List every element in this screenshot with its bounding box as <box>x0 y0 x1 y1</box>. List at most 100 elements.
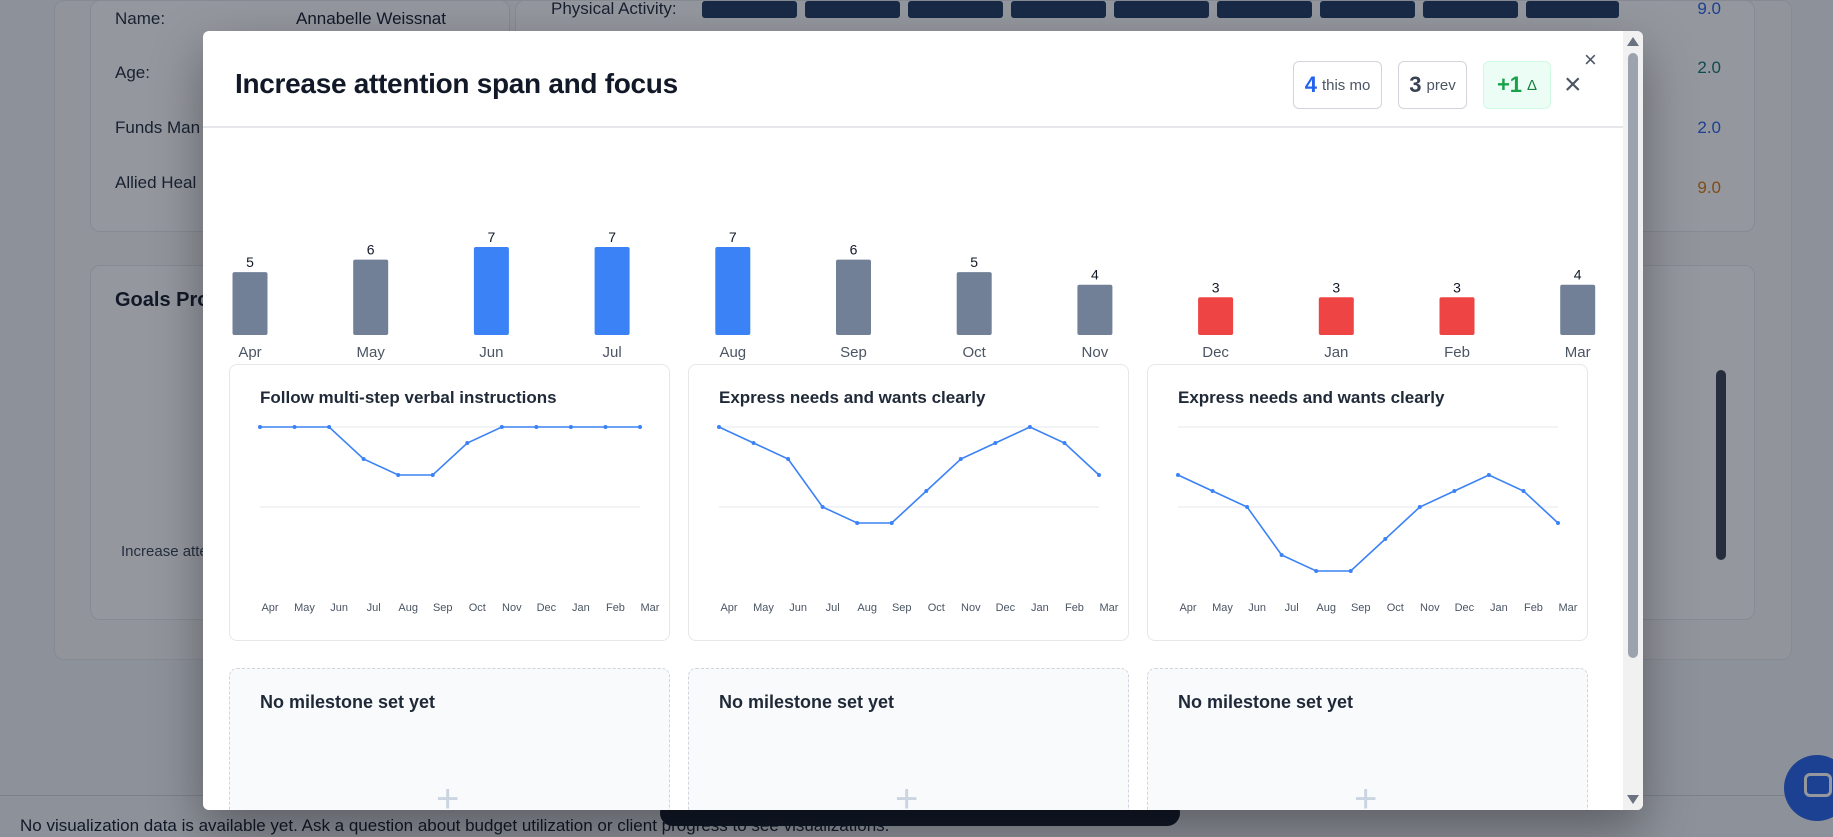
tick-label: Mar <box>641 602 660 614</box>
tick-label: Jan <box>572 602 590 614</box>
data-point <box>751 441 756 445</box>
stat-current-value: 4 <box>1304 72 1317 97</box>
milestone-card[interactable]: No milestone set yet + <box>1147 668 1588 810</box>
data-point <box>430 473 435 477</box>
bar-category-label: Apr <box>238 344 261 361</box>
goals-scrollbar[interactable] <box>1716 370 1726 560</box>
bar <box>594 247 630 335</box>
data-point <box>327 425 332 429</box>
modal-title: Increase attention span and focus <box>235 68 678 99</box>
tick-label: Dec <box>996 602 1016 614</box>
bar <box>1318 297 1354 335</box>
data-point <box>396 473 401 477</box>
milestone-card[interactable]: No milestone set yet + <box>688 668 1129 810</box>
tick-label: Apr <box>261 602 278 614</box>
goals-title: Goals Prog <box>115 289 222 311</box>
tick-label: Jun <box>1248 602 1266 614</box>
bar <box>473 247 509 335</box>
stat-previous-value: 3 <box>1409 72 1422 97</box>
field-label-funds: Funds Man <box>115 118 201 137</box>
data-point <box>820 505 825 509</box>
bar-value-label: 7 <box>729 229 737 245</box>
data-point <box>1245 505 1250 509</box>
data-point <box>1383 537 1388 541</box>
subgoal-title: Follow multi-step verbal instructions <box>260 388 557 407</box>
tick-label: Mar <box>1100 602 1119 614</box>
data-point <box>924 489 929 493</box>
data-point <box>292 425 297 429</box>
subgoal-line-chart: Apr May Jun Jul Aug Sep Oct Nov Dec Jan Feb Mar <box>717 425 1119 614</box>
data-point <box>1062 441 1067 445</box>
bar <box>956 272 992 335</box>
tick-label: Jul <box>1285 602 1299 614</box>
tick-label: Jan <box>1031 602 1049 614</box>
tick-label: Feb <box>1524 602 1543 614</box>
bar-category-label: May <box>357 344 386 361</box>
tick-label: Sep <box>433 602 453 614</box>
tick-label: Jul <box>826 602 840 614</box>
tick-label: Feb <box>1065 602 1084 614</box>
modal-scrollbar[interactable] <box>1623 31 1643 810</box>
bar-value-label: 5 <box>246 254 254 270</box>
bar-category-label: Dec <box>1202 344 1229 361</box>
stat-previous: 3 prev <box>1398 61 1467 109</box>
milestone-card[interactable]: No milestone set yet + <box>229 668 670 810</box>
subgoal-title: Express needs and wants clearly <box>1178 388 1445 407</box>
goal-detail-modal: Increase attention span and focus 4 this… <box>203 31 1643 810</box>
data-point <box>465 441 470 445</box>
bar <box>353 259 389 335</box>
tick-label: Feb <box>606 602 625 614</box>
subgoal-line-chart: Apr May Jun Jul Aug Sep Oct Nov Dec Jan Feb Mar <box>1176 426 1578 614</box>
tick-label: Jul <box>367 602 381 614</box>
value-1: 9.0 <box>1697 0 1721 18</box>
data-point <box>1314 569 1319 573</box>
value-3: 2.0 <box>1697 118 1721 137</box>
data-point <box>1097 473 1101 477</box>
data-point <box>1210 489 1215 493</box>
activity-bar <box>1217 1 1312 18</box>
tick-label: Aug <box>398 602 418 614</box>
data-point <box>361 457 366 461</box>
stat-delta-value: +1 <box>1496 72 1523 97</box>
add-milestone-icon[interactable]: + <box>436 777 460 810</box>
subgoal-title: Express needs and wants clearly <box>719 388 986 407</box>
field-label-age: Age: <box>115 63 150 82</box>
bar-category-label: Jan <box>1324 344 1348 361</box>
tick-label: May <box>294 602 315 614</box>
stat-current-label: this mo <box>1321 76 1371 94</box>
add-milestone-icon[interactable]: + <box>1354 777 1378 810</box>
scroll-up-icon[interactable] <box>1627 37 1639 46</box>
bar-value-label: 3 <box>1212 279 1220 295</box>
tick-label: May <box>753 602 774 614</box>
scroll-down-icon[interactable] <box>1627 795 1639 804</box>
bar-value-label: 3 <box>1332 279 1340 295</box>
tick-label: May <box>1212 602 1233 614</box>
activity-bar <box>1423 1 1518 18</box>
tick-label: Sep <box>892 602 912 614</box>
chatbot-button[interactable] <box>1784 755 1833 821</box>
series-line <box>260 426 640 476</box>
data-point <box>258 425 262 429</box>
data-point <box>1348 569 1353 573</box>
close-icon[interactable]: × <box>1564 68 1582 101</box>
data-point <box>603 425 608 429</box>
bar-category-label: Aug <box>719 344 746 361</box>
activity-bar <box>702 1 797 18</box>
goals-item-label: Increase atte <box>121 543 208 560</box>
scrollbar-thumb[interactable] <box>1628 53 1638 658</box>
data-point <box>1279 553 1284 557</box>
tick-label: Sep <box>1351 602 1371 614</box>
data-point <box>1556 521 1560 525</box>
field-label-allied: Allied Heal <box>115 173 197 192</box>
activity-bar <box>1114 1 1209 18</box>
tick-label: Aug <box>857 602 877 614</box>
tick-label: Oct <box>469 602 486 614</box>
subgoal-card: Apr May Jun Jul Aug Sep Oct Nov Dec Jan Feb Mar Fol… <box>229 364 670 641</box>
tick-label: Jun <box>789 602 807 614</box>
close-modal-icon[interactable]: × <box>1584 47 1597 72</box>
data-point <box>717 425 721 429</box>
tick-label: Jun <box>330 602 348 614</box>
data-point <box>534 425 539 429</box>
add-milestone-icon[interactable]: + <box>895 777 919 810</box>
bar-category-label: Sep <box>840 344 867 361</box>
